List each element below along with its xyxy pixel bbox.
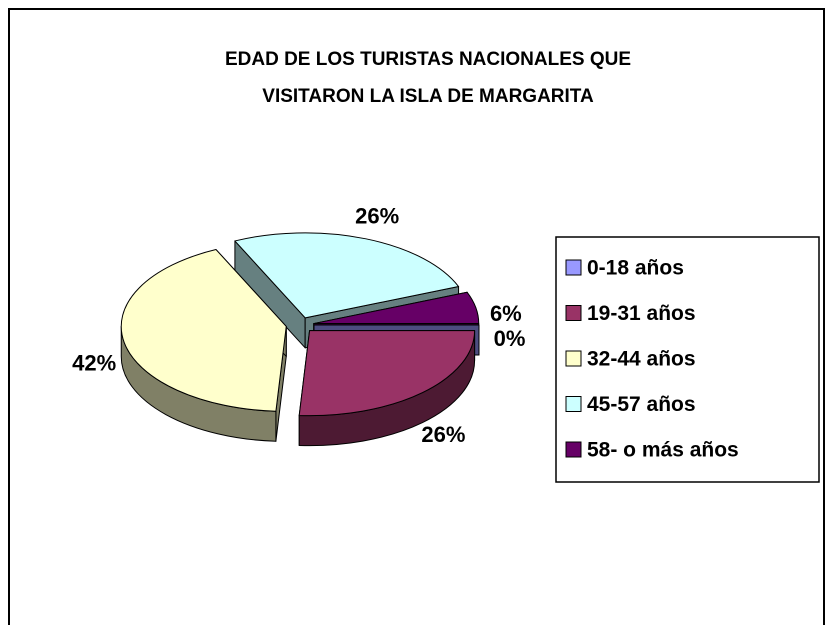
data-label: 0%	[494, 326, 526, 351]
legend-box	[555, 236, 820, 483]
legend-label: 45-57 años	[587, 393, 696, 416]
slice	[120, 249, 287, 412]
slice	[298, 330, 476, 417]
data-label: 42%	[72, 351, 116, 376]
legend-label: 32-44 años	[587, 348, 696, 371]
legend-swatch	[565, 396, 582, 412]
legend-swatch	[565, 305, 582, 321]
slice-group	[120, 249, 287, 442]
slice	[234, 232, 460, 319]
chart-title: EDAD DE LOS TURISTAS NACIONALES QUE	[225, 49, 631, 70]
slice	[313, 291, 480, 325]
legend-swatch	[565, 350, 582, 367]
legend-swatch	[565, 259, 582, 276]
legend-swatch	[565, 441, 582, 458]
data-label: 26%	[355, 203, 399, 228]
legend-label: 19-31 años	[587, 302, 696, 325]
legend-label: 0-18 años	[587, 257, 684, 280]
data-label: 6%	[490, 301, 522, 326]
slice-group	[298, 330, 476, 447]
chart-frame	[8, 8, 825, 625]
data-label: 26%	[421, 422, 465, 447]
legend-label: 58- o más años	[587, 439, 739, 462]
chart-title: VISITARON LA ISLA DE MARGARITA	[262, 86, 594, 107]
